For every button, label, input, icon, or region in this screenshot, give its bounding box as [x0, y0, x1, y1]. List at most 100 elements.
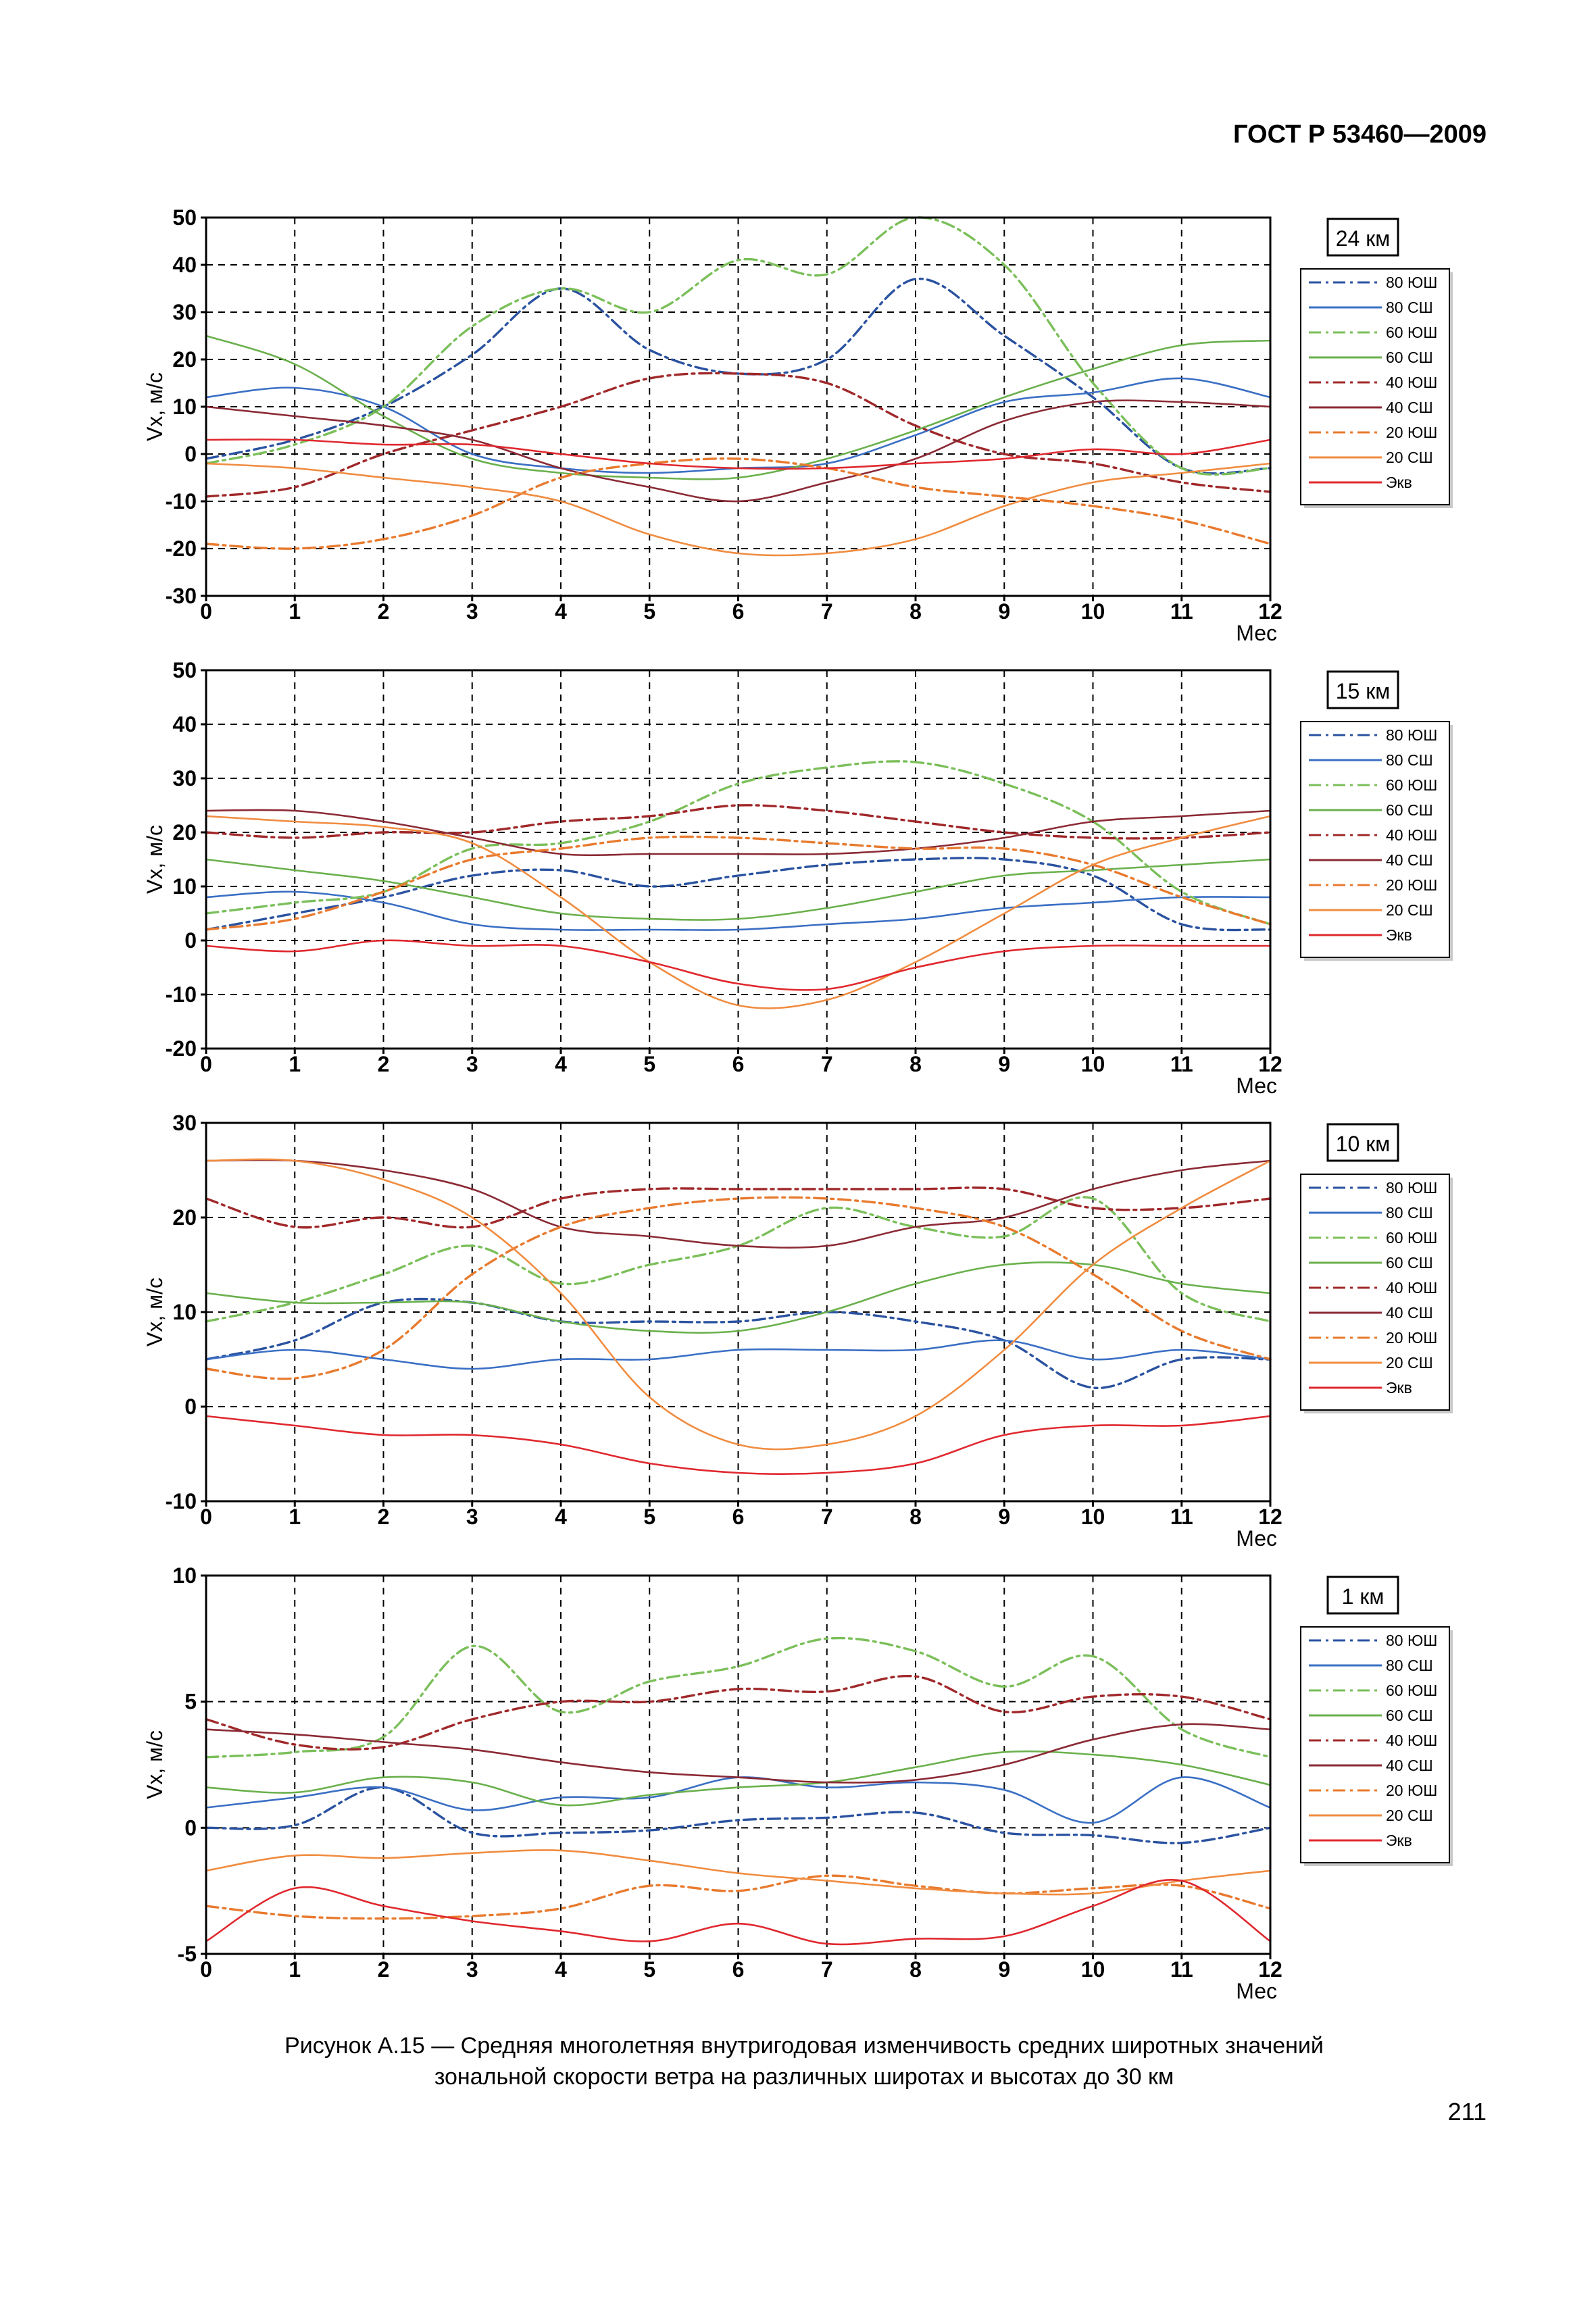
page-number: 211	[1447, 2098, 1487, 2126]
altitude-label-box	[1326, 1576, 1399, 1615]
x-tick-label: 0	[200, 1052, 212, 1076]
x-tick-label: 1	[289, 599, 301, 624]
x-tick-label: 7	[821, 599, 833, 624]
x-axis-label: Мес	[1236, 1074, 1277, 1098]
legend-entry-label: 40 ЮШ	[1386, 826, 1437, 844]
y-tick-label: 20	[172, 1205, 197, 1230]
series-line-6	[205, 1874, 1272, 1920]
series-line-4	[205, 804, 1272, 840]
x-tick-label: 4	[555, 1052, 567, 1076]
series-group	[205, 760, 1272, 1009]
y-tick-label: 10	[172, 395, 197, 419]
series-line-7	[205, 1158, 1272, 1451]
legend: 80 ЮШ 80 СШ 60 ЮШ 60 СШ 40 ЮШ 40 СШ 20 ЮШ 20 СШ…	[1300, 1174, 1453, 1413]
caption-line-2: зональной скорости ветра на различных ши…	[434, 2064, 1174, 2090]
series-line-1	[205, 1339, 1272, 1370]
series-line-6	[205, 457, 1272, 550]
legend-entry-label: 40 ЮШ	[1386, 1732, 1437, 1749]
legend-entry-label: 40 ЮШ	[1386, 374, 1437, 391]
x-tick-label: 11	[1170, 1957, 1193, 1982]
x-tick-label: 8	[909, 1505, 922, 1529]
x-tick-label: 8	[909, 599, 922, 624]
altitude-label-text: 10 км	[1336, 1132, 1390, 1156]
altitude-label-text: 24 км	[1336, 226, 1390, 251]
x-tick-label: 6	[732, 599, 745, 624]
x-tick-label: 7	[821, 1505, 833, 1529]
series-line-4	[205, 1674, 1272, 1751]
y-tick-label: 40	[172, 253, 197, 277]
x-axis-label: Мес	[1236, 1526, 1277, 1551]
legend-entry-label: 80 СШ	[1386, 1204, 1433, 1222]
legend-entry-label: 60 ЮШ	[1386, 776, 1437, 794]
x-tick-label: 1	[289, 1957, 301, 1982]
x-tick-label: 5	[643, 1957, 655, 1982]
x-axis-label: Мес	[1236, 1979, 1277, 2003]
altitude-label-box	[1326, 1123, 1399, 1162]
x-tick-label: 9	[998, 599, 1010, 624]
series-line-8	[205, 1415, 1272, 1476]
y-tick-label: 0	[184, 442, 197, 466]
x-tick-label: 6	[732, 1052, 745, 1076]
series-line-3	[205, 1750, 1272, 1807]
x-tick-label: 9	[998, 1957, 1010, 1982]
legend-entry-label: Экв	[1386, 474, 1412, 491]
x-tick-label: 2	[378, 1052, 390, 1076]
legend-entry-label: 60 СШ	[1386, 1254, 1433, 1272]
legend-entry-label: Экв	[1386, 926, 1412, 944]
legend-entry-label: 80 ЮШ	[1386, 1179, 1437, 1197]
legend-entry-label: 40 СШ	[1386, 399, 1433, 416]
x-tick-label: 0	[200, 1505, 212, 1529]
series-line-2	[205, 1196, 1272, 1323]
y-tick-label: -5	[178, 1942, 197, 1966]
x-tick-label: 3	[466, 599, 478, 624]
x-tick-label: 10	[1081, 1052, 1105, 1076]
grid	[206, 1123, 1270, 1501]
legend-entry-label: 80 СШ	[1386, 751, 1433, 769]
x-tick-label: 11	[1170, 1052, 1193, 1076]
legend-entry-label: 20 ЮШ	[1386, 424, 1437, 441]
y-tick-label: 0	[184, 928, 197, 953]
legend-entry-label: 20 СШ	[1386, 449, 1433, 466]
x-tick-label: 11	[1170, 599, 1193, 624]
y-tick-label: 30	[172, 766, 197, 790]
legend-entry-label: 20 СШ	[1386, 1354, 1433, 1372]
y-tick-label: 10	[172, 874, 197, 899]
x-tick-label: 4	[555, 1505, 567, 1529]
y-axis-label: Vx, м/с	[143, 825, 167, 894]
series-line-8	[205, 1879, 1272, 1946]
legend-entry-label: 40 СШ	[1386, 1304, 1433, 1322]
legend-entry-label: 20 ЮШ	[1386, 1329, 1437, 1347]
y-axis-label: Vx, м/с	[143, 372, 167, 441]
series-line-0	[205, 278, 1272, 475]
x-tick-label: 3	[466, 1052, 478, 1076]
y-tick-label: 5	[184, 1690, 197, 1714]
x-tick-label: 12	[1258, 599, 1282, 624]
series-line-3	[205, 334, 1272, 480]
legend-entry-label: 80 ЮШ	[1386, 726, 1437, 744]
altitude-label: 1 км	[1326, 1576, 1399, 1615]
legend-entry-label: 60 СШ	[1386, 1707, 1433, 1724]
series-line-7	[205, 815, 1272, 1009]
series-line-5	[205, 809, 1272, 857]
x-tick-label: 0	[200, 599, 212, 624]
series-group	[205, 1158, 1272, 1476]
legend-entry-label: 60 СШ	[1386, 349, 1433, 366]
series-line-5	[205, 399, 1272, 503]
series-line-5	[205, 1723, 1272, 1784]
x-tick-label: 4	[555, 1957, 567, 1982]
legend-entry-label: Экв	[1386, 1832, 1412, 1849]
x-tick-label: 7	[821, 1052, 833, 1076]
y-tick-label: 20	[172, 347, 197, 372]
altitude-label: 10 км	[1326, 1123, 1399, 1162]
series-group	[205, 1636, 1272, 1946]
y-tick-label: 30	[172, 300, 197, 324]
y-tick-label: -20	[166, 1036, 197, 1061]
y-axis-label: Vx, м/с	[143, 1730, 167, 1799]
legend-entry-label: 20 СШ	[1386, 1807, 1433, 1824]
legend-entry-label: 40 ЮШ	[1386, 1279, 1437, 1297]
y-tick-label: 40	[172, 712, 197, 736]
legend-entry-label: 80 ЮШ	[1386, 1632, 1437, 1649]
x-tick-label: 9	[998, 1052, 1010, 1076]
